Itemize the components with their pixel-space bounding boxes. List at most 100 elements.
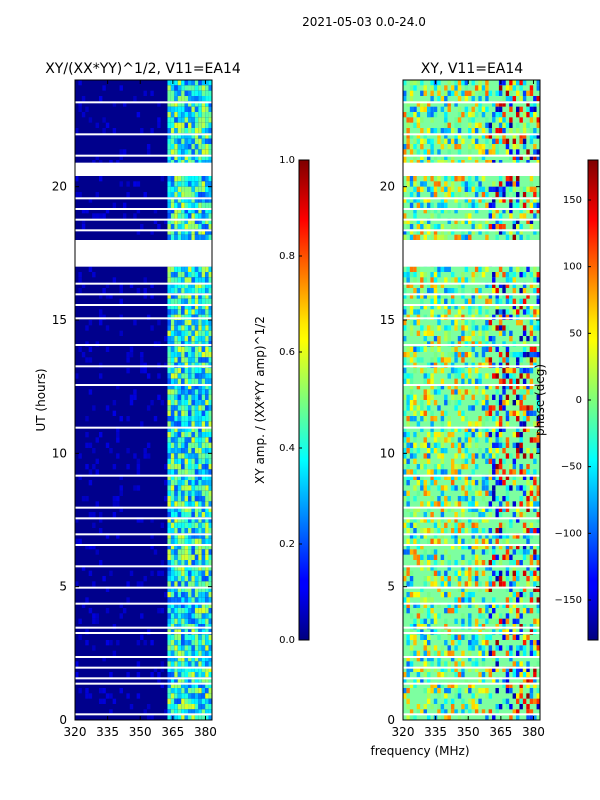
heatmap-cell xyxy=(447,554,451,560)
heatmap-cell xyxy=(126,181,130,187)
heatmap-cell xyxy=(208,672,212,678)
heatmap-cell xyxy=(198,138,202,144)
heatmap-cell xyxy=(481,394,486,400)
heatmap-cell xyxy=(88,480,93,486)
heatmap-cell xyxy=(512,581,517,587)
heatmap-cell xyxy=(205,629,209,635)
heatmap-cell xyxy=(474,501,479,507)
flagged-line xyxy=(403,293,540,296)
heatmap-cell xyxy=(512,96,517,102)
heatmap-cell xyxy=(505,554,510,560)
heatmap-cell xyxy=(492,282,496,288)
heatmap-cell xyxy=(194,501,199,507)
heatmap-cell xyxy=(526,506,530,512)
heatmap-cell xyxy=(191,266,195,272)
heatmap-cell xyxy=(167,624,171,630)
heatmap-cell xyxy=(208,85,212,91)
heatmap-cell xyxy=(201,453,206,459)
heatmap-cell xyxy=(413,512,417,518)
heatmap-cell xyxy=(464,336,469,342)
heatmap-cell xyxy=(533,682,537,688)
heatmap-cell xyxy=(533,448,537,454)
heatmap-cell xyxy=(526,581,530,587)
heatmap-cell xyxy=(119,181,123,187)
flagged-line xyxy=(403,474,540,477)
heatmap-cell xyxy=(464,714,469,720)
colorbar-tick-label: 150 xyxy=(563,195,582,206)
heatmap-cell xyxy=(492,544,496,550)
heatmap-cell xyxy=(102,85,106,91)
heatmap-cell xyxy=(430,682,434,688)
heatmap-cell xyxy=(194,298,199,304)
heatmap-cell xyxy=(516,90,520,96)
heatmap-cell xyxy=(92,160,96,166)
heatmap-cell xyxy=(181,330,185,336)
heatmap-cell xyxy=(208,149,212,155)
heatmap-cell xyxy=(174,432,178,438)
heatmap-cell xyxy=(481,672,486,678)
heatmap-cell xyxy=(495,426,499,432)
heatmap-cell xyxy=(208,336,212,342)
heatmap-cell xyxy=(170,224,175,230)
heatmap-cell xyxy=(444,528,448,534)
heatmap-cell xyxy=(426,288,431,294)
heatmap-cell xyxy=(191,90,195,96)
heatmap-cell xyxy=(181,266,185,272)
heatmap-cell xyxy=(98,160,103,166)
heatmap-cell xyxy=(529,176,534,182)
heatmap-cell xyxy=(516,618,520,624)
heatmap-cell xyxy=(420,709,424,715)
heatmap-cell xyxy=(437,80,441,86)
heatmap-cell xyxy=(536,608,540,614)
heatmap-cell xyxy=(167,133,171,139)
heatmap-cell xyxy=(403,234,407,240)
heatmap-cell xyxy=(177,576,182,582)
heatmap-cell xyxy=(194,197,199,203)
heatmap-cell xyxy=(201,266,206,272)
heatmap-cell xyxy=(136,517,141,523)
heatmap-cell xyxy=(184,138,189,144)
heatmap-cell xyxy=(516,581,520,587)
heatmap-cell xyxy=(194,538,199,544)
heatmap-cell xyxy=(533,112,537,118)
heatmap-cell xyxy=(78,101,82,107)
flagged-band xyxy=(403,162,540,176)
heatmap-cell xyxy=(143,448,147,454)
heatmap-cell xyxy=(457,474,462,480)
heatmap-cell xyxy=(426,565,431,571)
heatmap-cell xyxy=(468,506,472,512)
heatmap-cell xyxy=(536,448,540,454)
heatmap-cell xyxy=(81,352,86,358)
heatmap-cell xyxy=(533,437,537,443)
heatmap-cell xyxy=(205,448,209,454)
heatmap-cell xyxy=(495,437,499,443)
heatmap-cell xyxy=(498,533,503,539)
heatmap-cell xyxy=(413,485,417,491)
heatmap-cell xyxy=(468,576,472,582)
heatmap-cell xyxy=(188,389,192,395)
heatmap-cell xyxy=(181,464,185,470)
heatmap-cell xyxy=(140,581,144,587)
heatmap-cell xyxy=(409,512,414,518)
heatmap-cell xyxy=(481,346,486,352)
heatmap-cell xyxy=(198,474,202,480)
heatmap-cell xyxy=(191,640,195,646)
heatmap-cell xyxy=(413,538,417,544)
heatmap-cell xyxy=(502,533,506,539)
heatmap-cell xyxy=(468,368,472,374)
heatmap-cell xyxy=(191,709,195,715)
heatmap-cell xyxy=(464,389,469,395)
heatmap-cell xyxy=(177,122,182,128)
heatmap-cell xyxy=(170,410,175,416)
heatmap-cell xyxy=(194,704,199,710)
heatmap-cell xyxy=(170,661,175,667)
heatmap-cell xyxy=(533,565,537,571)
heatmap-cell xyxy=(201,448,206,454)
heatmap-cell xyxy=(198,432,202,438)
heatmap-cell xyxy=(205,96,209,102)
heatmap-cell xyxy=(519,666,523,672)
heatmap-cell xyxy=(471,298,475,304)
heatmap-cell xyxy=(444,549,448,555)
heatmap-cell xyxy=(433,480,438,486)
heatmap-cell xyxy=(208,106,212,112)
